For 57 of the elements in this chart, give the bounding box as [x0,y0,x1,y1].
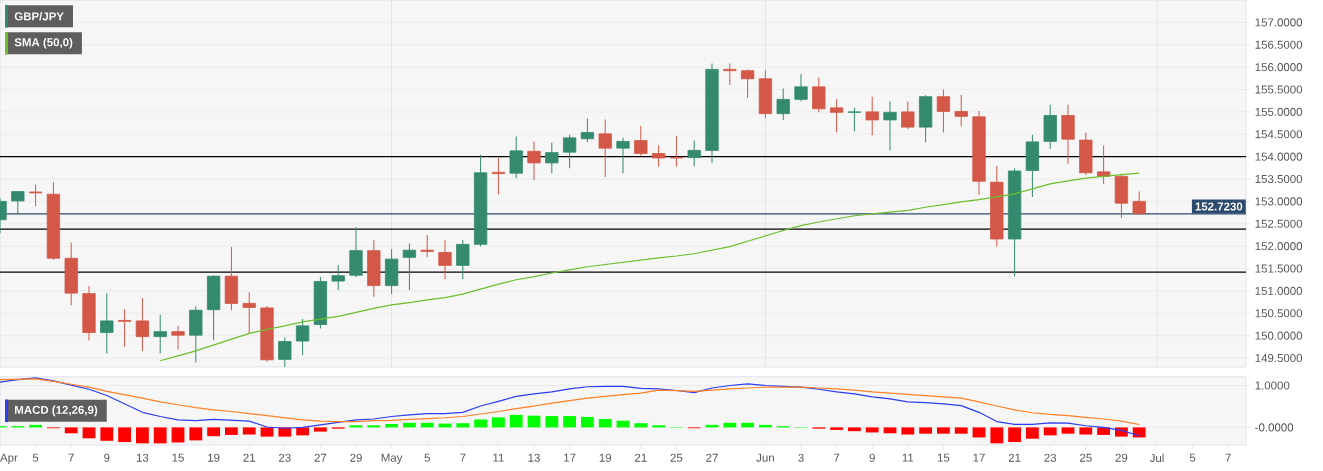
y-tick-label: 149.5000 [1255,353,1303,363]
x-tick-label: 17 [973,453,985,462]
y-tick-label: 151.5000 [1255,264,1303,273]
x-tick-label: 7 [834,453,840,462]
y-tick-label: 152.5000 [1255,219,1303,228]
x-tick-label: 27 [706,453,718,462]
x-tick-label: Jul [1149,453,1164,463]
x-tick-label: 5 [424,453,430,462]
y-tick-label: 154.0000 [1255,152,1303,161]
x-tick-label: 21 [243,453,256,462]
legend-label: MACD (12,26,9) [15,405,98,417]
y-tick-label: 153.0000 [1255,197,1303,206]
y-tick-label: 150.5000 [1255,309,1303,318]
x-tick-label: 13 [528,453,540,462]
x-tick-label: 25 [1080,453,1092,462]
x-tick-label: 9 [104,453,110,462]
y-tick-label: 156.0000 [1255,63,1303,72]
x-tick-label: 11 [493,453,504,462]
x-tick-label: 15 [937,453,950,462]
x-tick-label: May [381,453,403,464]
x-tick-label: 11 [902,453,914,462]
x-tick-label: 25 [670,453,683,462]
legend-label: GBP/JPY [14,12,64,21]
x-tick-label: 27 [314,453,327,462]
x-tick-label: 17 [564,453,576,462]
y-tick-label: -0.0000 [1255,423,1294,432]
y-tick-label: 151.0000 [1255,286,1303,295]
x-tick-label: 23 [279,453,291,462]
x-tick-label: 29 [350,453,362,462]
x-tick-label: 15 [172,453,184,462]
x-tick-label: 7 [68,453,74,462]
x-tick-label: Jun [756,453,774,462]
x-tick-label: 21 [635,453,647,462]
y-tick-label: 1.0000 [1255,381,1290,390]
x-tick-label: 7 [1225,453,1231,462]
y-tick-label: 157.0000 [1255,18,1303,27]
x-tick-label: 21 [1008,453,1021,462]
x-tick-label: 23 [1044,453,1057,462]
x-tick-label: 7 [460,453,466,462]
y-tick-label: 155.0000 [1255,107,1303,116]
x-tick-label: 19 [599,453,612,462]
x-tick-label: 5 [32,453,39,462]
x-tick-label: 13 [136,453,149,462]
x-tick-label: 29 [1115,453,1128,462]
legend-label: SMA (50,0) [14,37,73,49]
y-tick-label: 156.5000 [1255,40,1303,49]
ref-line-label: 152.7230 [1195,202,1243,211]
y-tick-label: 150.0000 [1255,331,1303,340]
y-tick-label: 152.0000 [1255,242,1303,251]
x-tick-label: 9 [869,453,875,462]
x-tick-label: Apr [0,453,18,464]
y-tick-label: 154.5000 [1255,130,1303,139]
x-tick-label: 19 [208,453,220,462]
y-tick-label: 153.5000 [1255,174,1303,184]
y-tick-label: 155.5000 [1255,85,1303,94]
x-tick-label: 5 [1189,453,1196,462]
x-tick-label: 3 [798,453,804,462]
